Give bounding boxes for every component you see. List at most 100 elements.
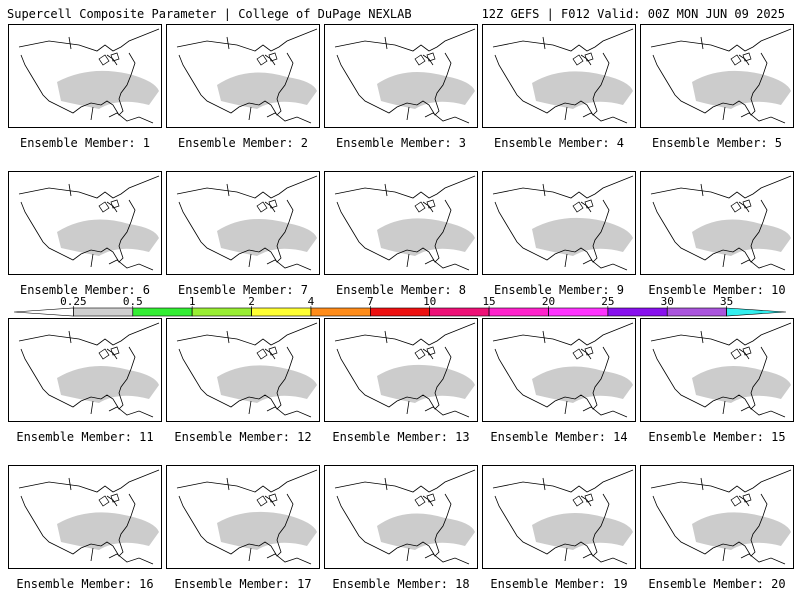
map-canvas (176, 175, 318, 271)
ensemble-member-map (640, 171, 794, 275)
ensemble-member-label: Ensemble Member: 1 (19, 136, 151, 150)
colorbar-tick-label: 35 (720, 296, 733, 308)
coastline-border (334, 28, 476, 124)
ensemble-member-label: Ensemble Member: 11 (16, 430, 154, 444)
ensemble-member-map (324, 318, 478, 422)
great-lakes (256, 493, 278, 507)
map-canvas (334, 469, 476, 565)
coastline-border (334, 322, 476, 418)
great-lakes (414, 199, 436, 213)
great-lakes (572, 199, 594, 213)
map-canvas (650, 28, 792, 124)
ensemble-member-map (640, 465, 794, 569)
colorbar-segment (310, 307, 371, 317)
colorbar-segment (429, 307, 490, 317)
ensemble-member-label: Ensemble Member: 14 (490, 430, 628, 444)
ensemble-member-map (324, 171, 478, 275)
scp-shading (377, 71, 475, 109)
map-canvas (176, 322, 318, 418)
coastline-border (650, 28, 792, 124)
scp-shading (377, 513, 475, 550)
coastline-border (650, 175, 792, 271)
scp-shading (57, 70, 159, 109)
colorbar-segment (607, 307, 668, 317)
scp-shading (57, 365, 159, 403)
map-canvas (18, 175, 160, 271)
coastline-border (650, 322, 792, 418)
coastline-border (334, 175, 476, 271)
scp-shading (217, 72, 317, 109)
colorbar-tick-label: 1 (189, 296, 196, 308)
map-canvas (492, 469, 634, 565)
coastline-border (492, 28, 634, 124)
great-lakes (414, 346, 436, 360)
ensemble-member-label: Ensemble Member: 5 (651, 136, 783, 150)
map-canvas (334, 28, 476, 124)
map-canvas (18, 322, 160, 418)
ensemble-member-label: Ensemble Member: 8 (335, 283, 467, 297)
great-lakes (256, 52, 278, 66)
great-lakes (98, 52, 120, 66)
colorbar-tick-label: 0.25 (60, 296, 87, 308)
color-scale-bar: 0.25 0.5 1 2 4 7 10 15 20 25 30 35 (13, 296, 787, 317)
colorbar-segment (548, 307, 609, 317)
ensemble-member-map (482, 24, 636, 128)
great-lakes (730, 346, 752, 360)
coastline-border (650, 469, 792, 565)
colorbar-segment (132, 307, 193, 317)
colorbar-segment (726, 307, 787, 317)
scp-shading (57, 219, 159, 256)
great-lakes (730, 199, 752, 213)
colorbar-tick-label: 30 (661, 296, 674, 308)
ensemble-member-map (8, 465, 162, 569)
colorbar-segment (370, 307, 430, 317)
ensemble-member-map (324, 465, 478, 569)
coastline-border (492, 322, 634, 418)
ensemble-member-label: Ensemble Member: 3 (335, 136, 467, 150)
scp-shading (532, 366, 633, 403)
colorbar-tick-label: 25 (601, 296, 614, 308)
scp-shading (532, 512, 633, 550)
ensemble-member-label: Ensemble Member: 10 (648, 283, 786, 297)
ensemble-member-label: Ensemble Member: 2 (177, 136, 309, 150)
ensemble-member-label: Ensemble Member: 9 (493, 283, 625, 297)
great-lakes (414, 493, 436, 507)
great-lakes (572, 346, 594, 360)
coastline-border (176, 175, 318, 271)
map-canvas (650, 175, 792, 271)
ensemble-member-map (8, 171, 162, 275)
great-lakes (98, 346, 120, 360)
colorbar-segment (488, 307, 549, 317)
coastline-border (492, 175, 634, 271)
map-canvas (492, 28, 634, 124)
ensemble-member-label: Ensemble Member: 17 (174, 577, 312, 591)
ensemble-member-label: Ensemble Member: 15 (648, 430, 786, 444)
coastline-border (176, 469, 318, 565)
scp-shading (217, 218, 317, 256)
ensemble-member-map (166, 24, 320, 128)
colorbar-tick-label: 2 (248, 296, 255, 308)
scp-shading (692, 512, 791, 550)
ensemble-member-label: Ensemble Member: 18 (332, 577, 470, 591)
coastline-border (176, 28, 318, 124)
ensemble-member-map (640, 24, 794, 128)
colorbar-segment (191, 307, 252, 317)
colorbar-segment (73, 307, 134, 317)
coastline-border (18, 469, 160, 565)
great-lakes (98, 493, 120, 507)
coastline-border (18, 175, 160, 271)
great-lakes (730, 493, 752, 507)
ensemble-member-map (482, 171, 636, 275)
ensemble-member-label: Ensemble Member: 4 (493, 136, 625, 150)
colorbar-tick-label: 4 (308, 296, 315, 308)
great-lakes (572, 52, 594, 66)
great-lakes (572, 493, 594, 507)
colorbar-tick-label: 7 (367, 296, 374, 308)
map-canvas (176, 469, 318, 565)
great-lakes (414, 52, 436, 66)
ensemble-member-map (166, 318, 320, 422)
scp-shading (377, 364, 475, 403)
coastline-border (18, 322, 160, 418)
ensemble-member-map (8, 24, 162, 128)
map-canvas (334, 322, 476, 418)
